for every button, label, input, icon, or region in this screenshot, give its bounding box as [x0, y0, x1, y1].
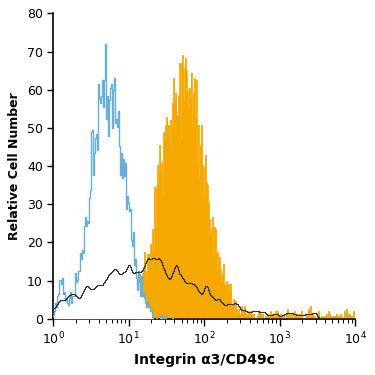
Y-axis label: Relative Cell Number: Relative Cell Number — [8, 92, 21, 240]
X-axis label: Integrin α3/CD49c: Integrin α3/CD49c — [134, 352, 274, 367]
